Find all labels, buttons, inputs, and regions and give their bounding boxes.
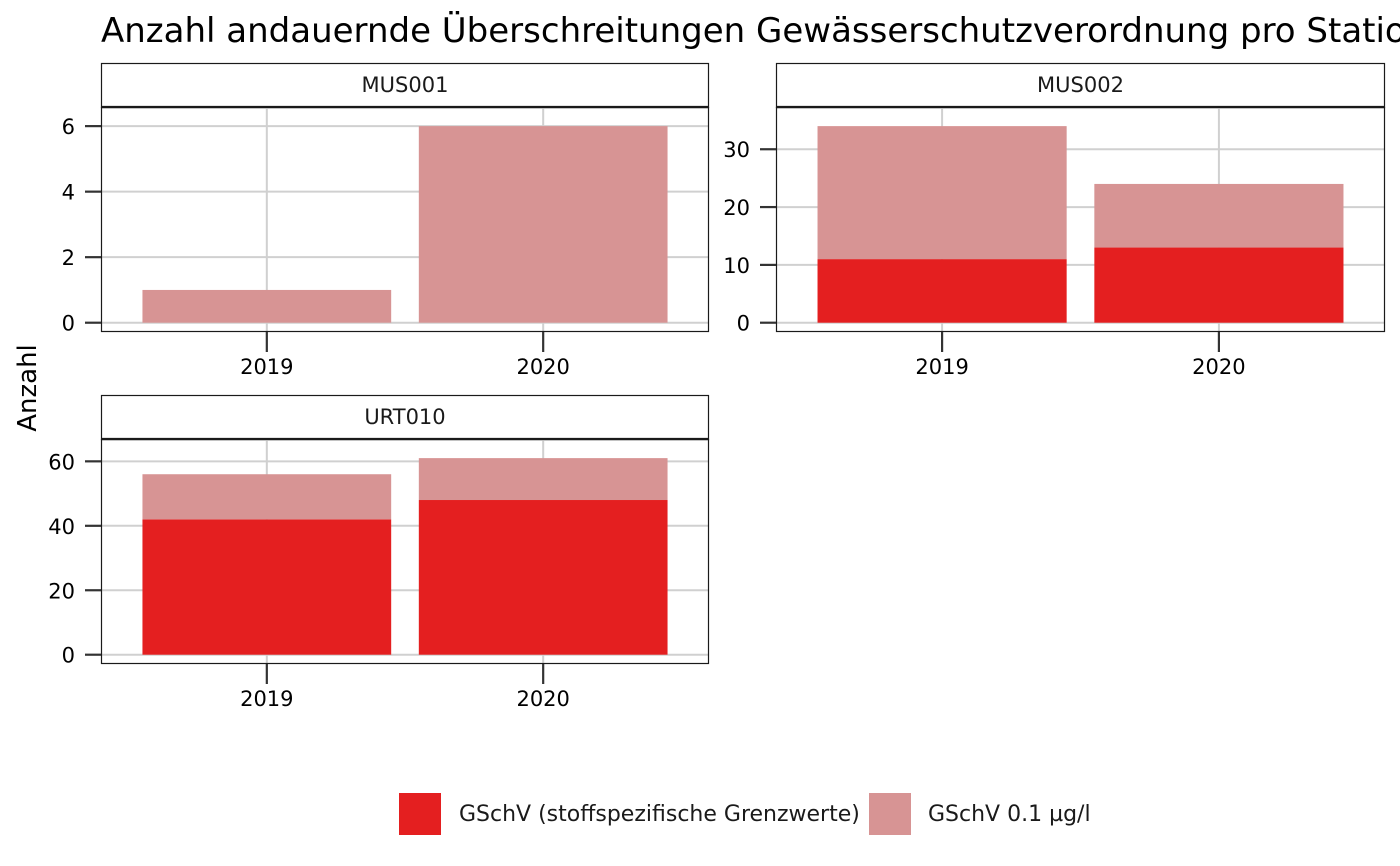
bar-mus002-2019-series-1 [817, 259, 1067, 323]
panel-border [100, 438, 710, 665]
bar-mus001-2020-series-2 [418, 126, 668, 323]
x-tick-label: 2019 [915, 355, 968, 379]
y-tick-label: 4 [62, 181, 75, 205]
x-tick-label: 2020 [516, 355, 569, 379]
y-tick-label: 0 [62, 644, 75, 668]
y-tick-label: 6 [62, 115, 75, 139]
chart-title: Anzahl andauernde Überschreitungen Gewäs… [101, 10, 1400, 51]
bar-urt010-2020-series-2 [418, 458, 668, 501]
bar-urt010-2020-series-1 [418, 500, 668, 655]
y-tick-label: 20 [48, 579, 75, 603]
legend-swatch [869, 793, 911, 835]
bar-mus002-2020-series-2 [1094, 183, 1344, 248]
facet-panel-mus001: MUS001 0 2 4 6 2019 2020 [62, 62, 710, 379]
facet-panel-mus002: MUS002 0 10 20 30 2019 2020 [723, 62, 1386, 379]
legend-label: GSchV (stoffspezifische Grenzwerte) [459, 802, 860, 827]
panel-border [100, 106, 710, 333]
facet-strip [100, 394, 710, 441]
bar-mus001-2019-series-2 [142, 289, 392, 323]
x-tick-label: 2019 [240, 687, 293, 711]
x-tick-label: 2020 [1192, 355, 1245, 379]
facet-strip-label: URT010 [364, 405, 445, 429]
bar-mus002-2019-series-2 [817, 126, 1067, 260]
y-tick-label: 20 [723, 196, 750, 220]
bar-urt010-2019-series-2 [142, 474, 392, 520]
y-tick-label: 0 [737, 312, 750, 336]
y-tick-label: 2 [62, 246, 75, 270]
panel-border [775, 106, 1386, 333]
y-axis-title: Anzahl [13, 344, 43, 432]
legend: GSchV (stoffspezifische Grenzwerte) GSchV… [399, 793, 1091, 835]
legend-swatch [399, 793, 441, 835]
x-tick-label: 2020 [516, 687, 569, 711]
y-tick-label: 0 [62, 312, 75, 336]
y-tick-label: 40 [48, 515, 75, 539]
facet-strip-label: MUS001 [362, 73, 449, 97]
bar-mus002-2020-series-1 [1094, 247, 1344, 323]
y-tick-label: 10 [723, 254, 750, 278]
y-tick-label: 60 [48, 450, 75, 474]
bar-urt010-2019-series-1 [142, 519, 392, 655]
legend-label: GSchV 0.1 µg/l [928, 802, 1091, 827]
x-tick-label: 2019 [240, 355, 293, 379]
facet-panel-urt010: URT010 0 20 40 60 2019 2020 [48, 394, 710, 711]
facet-strip [775, 62, 1386, 109]
facet-strip-label: MUS002 [1037, 73, 1124, 97]
legend-item-1: GSchV (stoffspezifische Grenzwerte) [399, 793, 860, 835]
facet-strip [100, 62, 710, 109]
legend-item-2: GSchV 0.1 µg/l [869, 793, 1091, 835]
y-tick-label: 30 [723, 138, 750, 162]
